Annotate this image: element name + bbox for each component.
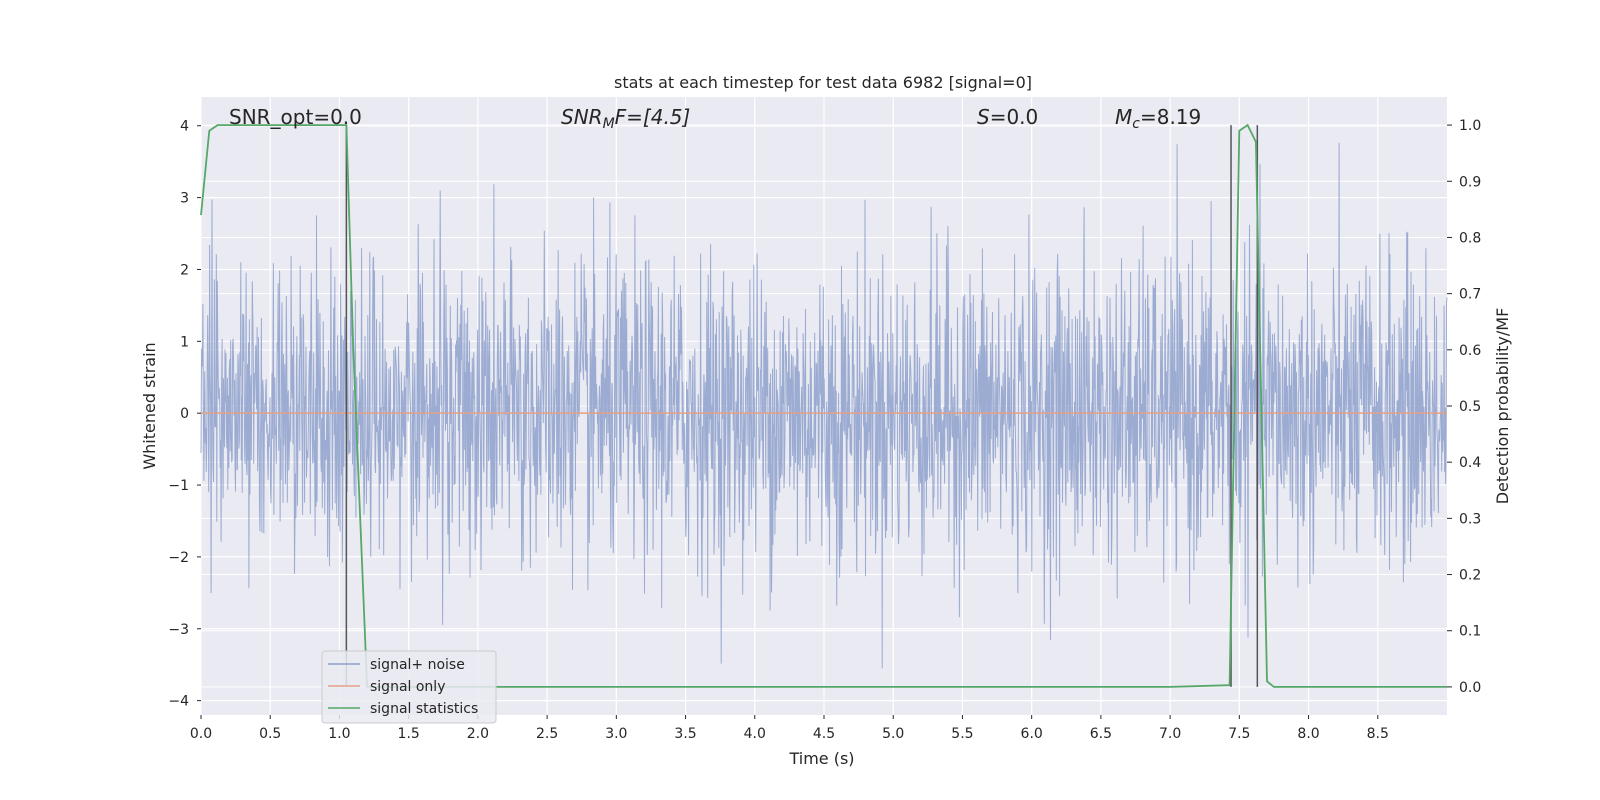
y-right-tick-label: 1.0	[1459, 118, 1481, 134]
y-right-tick-label: 0.1	[1459, 624, 1481, 640]
legend: signal+ noise signal only signal statist…	[321, 650, 497, 724]
x-tick-label: 4.0	[744, 726, 766, 742]
annotation-s-rest: =0.0	[990, 105, 1039, 129]
annotation-mc-label: M	[1115, 105, 1132, 129]
y-axis-right-label: Detection probability/MF	[1493, 308, 1512, 505]
y-right-tick-label: 0.8	[1459, 230, 1481, 246]
legend-label-signal-noise: signal+ noise	[370, 657, 465, 673]
y-right-tick-label: 0.7	[1459, 287, 1481, 303]
x-tick-label: 5.5	[951, 726, 973, 742]
series-signal-noise	[200, 142, 1448, 669]
x-tick-label: 2.5	[536, 726, 558, 742]
annotation-mc-rest: =8.19	[1140, 105, 1201, 129]
annotation-snr-mf-rest: F=[4.5]	[615, 105, 691, 129]
y-axis-label: Whitened strain	[140, 342, 159, 469]
x-tick-label: 6.5	[1090, 726, 1112, 742]
y-right-tick-label: 0.0	[1459, 680, 1481, 696]
annotation-snr-mf-sub: M	[603, 116, 615, 132]
y-tick-label: −1	[168, 478, 189, 494]
line-signal-statistics	[200, 123, 1447, 688]
series-signal-statistics	[200, 123, 1447, 688]
x-tick-label: 6.0	[1021, 726, 1043, 742]
x-tick-label: 0.5	[259, 726, 281, 742]
x-tick-label: 2.0	[467, 726, 489, 742]
y-right-tick-label: 0.4	[1459, 455, 1481, 471]
x-tick-label: 7.5	[1228, 726, 1250, 742]
y-right-tick-label: 0.3	[1459, 511, 1481, 527]
annotation-s: S=0.0	[977, 105, 1038, 129]
x-tick-label: 0.0	[190, 726, 212, 742]
x-tick-label: 8.5	[1367, 726, 1389, 742]
annotation-snr-opt: SNR_opt=0.0	[229, 105, 362, 129]
x-tick-label: 3.0	[605, 726, 627, 742]
x-tick-label: 5.0	[882, 726, 904, 742]
x-tick-label: 8.0	[1297, 726, 1319, 742]
y-tick-label: −2	[168, 550, 189, 566]
chart-title: stats at each timestep for test data 698…	[614, 73, 1032, 92]
y-tick-label: 3	[180, 191, 189, 207]
axis-ticks: 0.0 0.5 1.0 1.5 2.0 2.5 3.0 3.5 4.0 4.5 5.0 5.5 6.0 6…	[168, 118, 1481, 742]
y-tick-label: −3	[168, 622, 189, 638]
annotation-snr-mf-label: SNR	[561, 105, 603, 129]
y-tick-label: −4	[168, 694, 189, 710]
x-axis-label: Time (s)	[788, 749, 854, 768]
x-tick-label: 4.5	[813, 726, 835, 742]
x-tick-label: 1.0	[328, 726, 350, 742]
y-tick-label: 0	[180, 406, 189, 422]
annotation-mc: Mc=8.19	[1115, 105, 1201, 132]
y-right-tick-label: 0.5	[1459, 399, 1481, 415]
y-right-tick-label: 0.9	[1459, 174, 1481, 190]
legend-label-signal-statistics: signal statistics	[370, 701, 478, 717]
y-tick-label: 1	[180, 334, 189, 350]
x-tick-label: 7.0	[1159, 726, 1181, 742]
annotation-s-label: S	[977, 105, 990, 129]
x-tick-label: 3.5	[674, 726, 696, 742]
annotation-mc-sub: c	[1132, 116, 1140, 132]
x-tick-label: 1.5	[398, 726, 420, 742]
legend-label-signal-only: signal only	[370, 679, 445, 695]
line-signal-noise	[200, 142, 1448, 669]
annotation-snr-mf: SNRMF=[4.5]	[561, 105, 690, 132]
y-tick-label: 2	[180, 262, 189, 278]
y-tick-label: 4	[180, 119, 189, 135]
legend-box	[321, 650, 497, 724]
y-right-tick-label: 0.6	[1459, 343, 1481, 359]
y-right-tick-label: 0.2	[1459, 568, 1481, 584]
